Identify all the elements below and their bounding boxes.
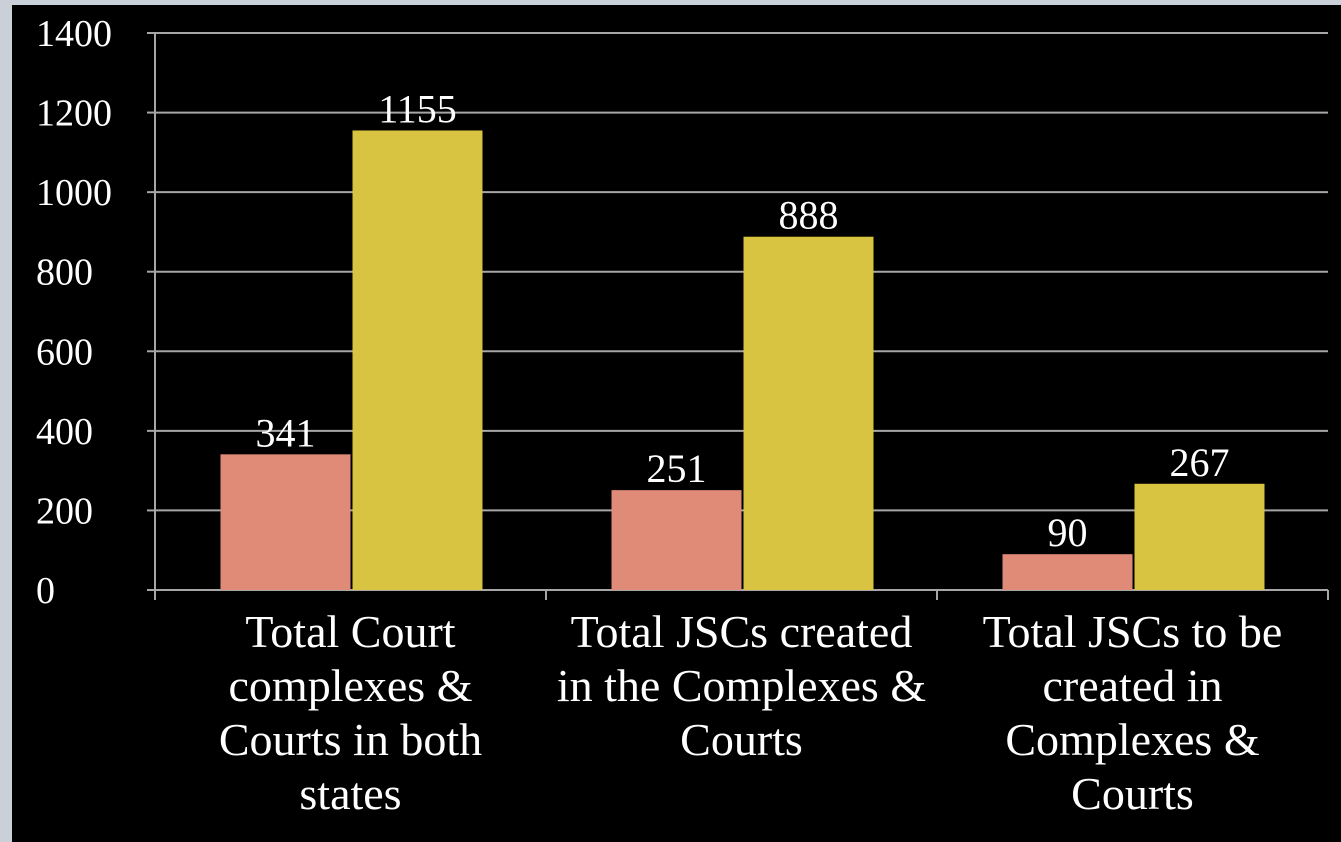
- y-tick-label: 0: [36, 570, 55, 612]
- bar: [743, 236, 874, 590]
- data-label: 341: [256, 410, 316, 455]
- data-label: 90: [1048, 510, 1088, 555]
- x-tick-label: Total JSCs to be created in Complexes & …: [982, 606, 1283, 819]
- y-tick-label: 1000: [36, 172, 112, 214]
- y-tick-label: 200: [36, 490, 93, 532]
- bar: [611, 490, 742, 590]
- data-label: 267: [1170, 440, 1230, 485]
- data-label: 251: [647, 446, 707, 491]
- y-tick-label: 1400: [36, 13, 112, 55]
- bar: [1134, 483, 1265, 590]
- y-tick-label: 600: [36, 331, 93, 373]
- y-tick-label: 800: [36, 252, 93, 294]
- bar: [1002, 554, 1133, 590]
- y-tick-label: 400: [36, 411, 93, 453]
- x-tick-label: Total JSCs created in the Complexes & Co…: [556, 606, 927, 765]
- chart-background: [12, 5, 1341, 842]
- bar: [220, 454, 351, 590]
- y-tick-label: 1200: [36, 93, 112, 135]
- data-label: 1155: [378, 86, 457, 131]
- bar: [352, 130, 483, 590]
- data-label: 888: [779, 193, 839, 238]
- x-tick-label: Total Court complexes & Courts in both s…: [218, 606, 483, 819]
